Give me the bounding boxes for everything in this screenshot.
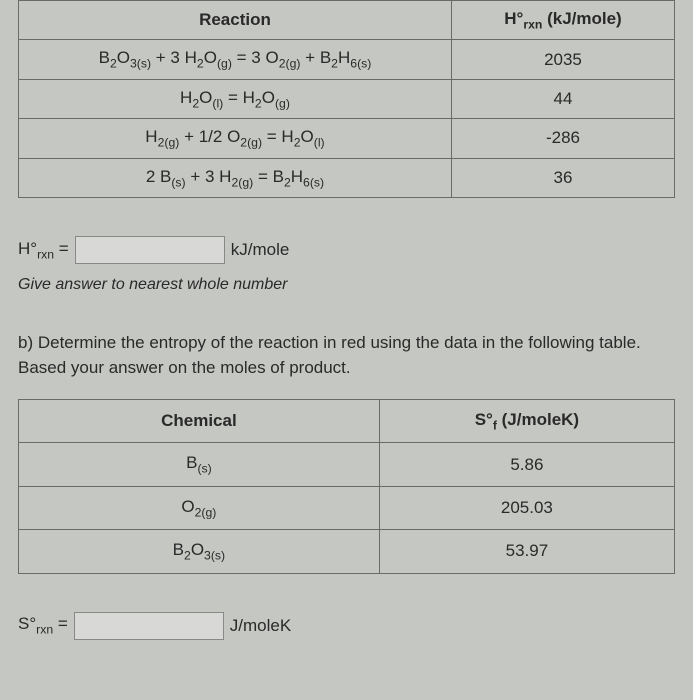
table-row: O2(g) 205.03: [19, 486, 675, 529]
h-cell: -286: [451, 119, 674, 158]
table-row: B(s) 5.86: [19, 443, 675, 486]
chem-cell: O2(g): [19, 486, 380, 529]
chem-cell: B(s): [19, 443, 380, 486]
reaction-cell: B2O3(s) + 3 H2O(g) = 3 O2(g) + B2H6(s): [19, 40, 452, 79]
question-b-text: b) Determine the entropy of the reaction…: [18, 330, 675, 381]
h-cell: 44: [451, 79, 674, 118]
s-cell: 205.03: [379, 486, 674, 529]
answer-hrxn-row: H°rxn = kJ/mole: [18, 236, 675, 264]
reaction-cell: 2 B(s) + 3 H2(g) = B2H6(s): [19, 158, 452, 197]
reaction-table: Reaction H°rxn (kJ/mole) B2O3(s) + 3 H2O…: [18, 0, 675, 198]
hrxn-input[interactable]: [75, 236, 225, 264]
th-sf: S°f (J/moleK): [379, 399, 674, 442]
h-cell: 2035: [451, 40, 674, 79]
chem-cell: B2O3(s): [19, 530, 380, 573]
table-row: H2(g) + 1/2 O2(g) = H2O(l) -286: [19, 119, 675, 158]
entropy-table: Chemical S°f (J/moleK) B(s) 5.86 O2(g) 2…: [18, 399, 675, 574]
instruction-text: Give answer to nearest whole number: [18, 276, 675, 294]
s-cell: 53.97: [379, 530, 674, 573]
srxn-label: S°rxn =: [18, 614, 68, 636]
hrxn-unit: kJ/mole: [231, 240, 290, 260]
reaction-cell: H2O(l) = H2O(g): [19, 79, 452, 118]
table-row: B2O3(s) 53.97: [19, 530, 675, 573]
th-chemical: Chemical: [19, 399, 380, 442]
srxn-input[interactable]: [74, 612, 224, 640]
table-row: B2O3(s) + 3 H2O(g) = 3 O2(g) + B2H6(s) 2…: [19, 40, 675, 79]
h-cell: 36: [451, 158, 674, 197]
reaction-cell: H2(g) + 1/2 O2(g) = H2O(l): [19, 119, 452, 158]
th-enthalpy: H°rxn (kJ/mole): [451, 1, 674, 40]
s-cell: 5.86: [379, 443, 674, 486]
srxn-unit: J/moleK: [230, 616, 291, 636]
hrxn-label: H°rxn =: [18, 239, 69, 261]
table-row: H2O(l) = H2O(g) 44: [19, 79, 675, 118]
th-reaction: Reaction: [19, 1, 452, 40]
answer-srxn-row: S°rxn = J/moleK: [18, 612, 675, 640]
table-row: 2 B(s) + 3 H2(g) = B2H6(s) 36: [19, 158, 675, 197]
